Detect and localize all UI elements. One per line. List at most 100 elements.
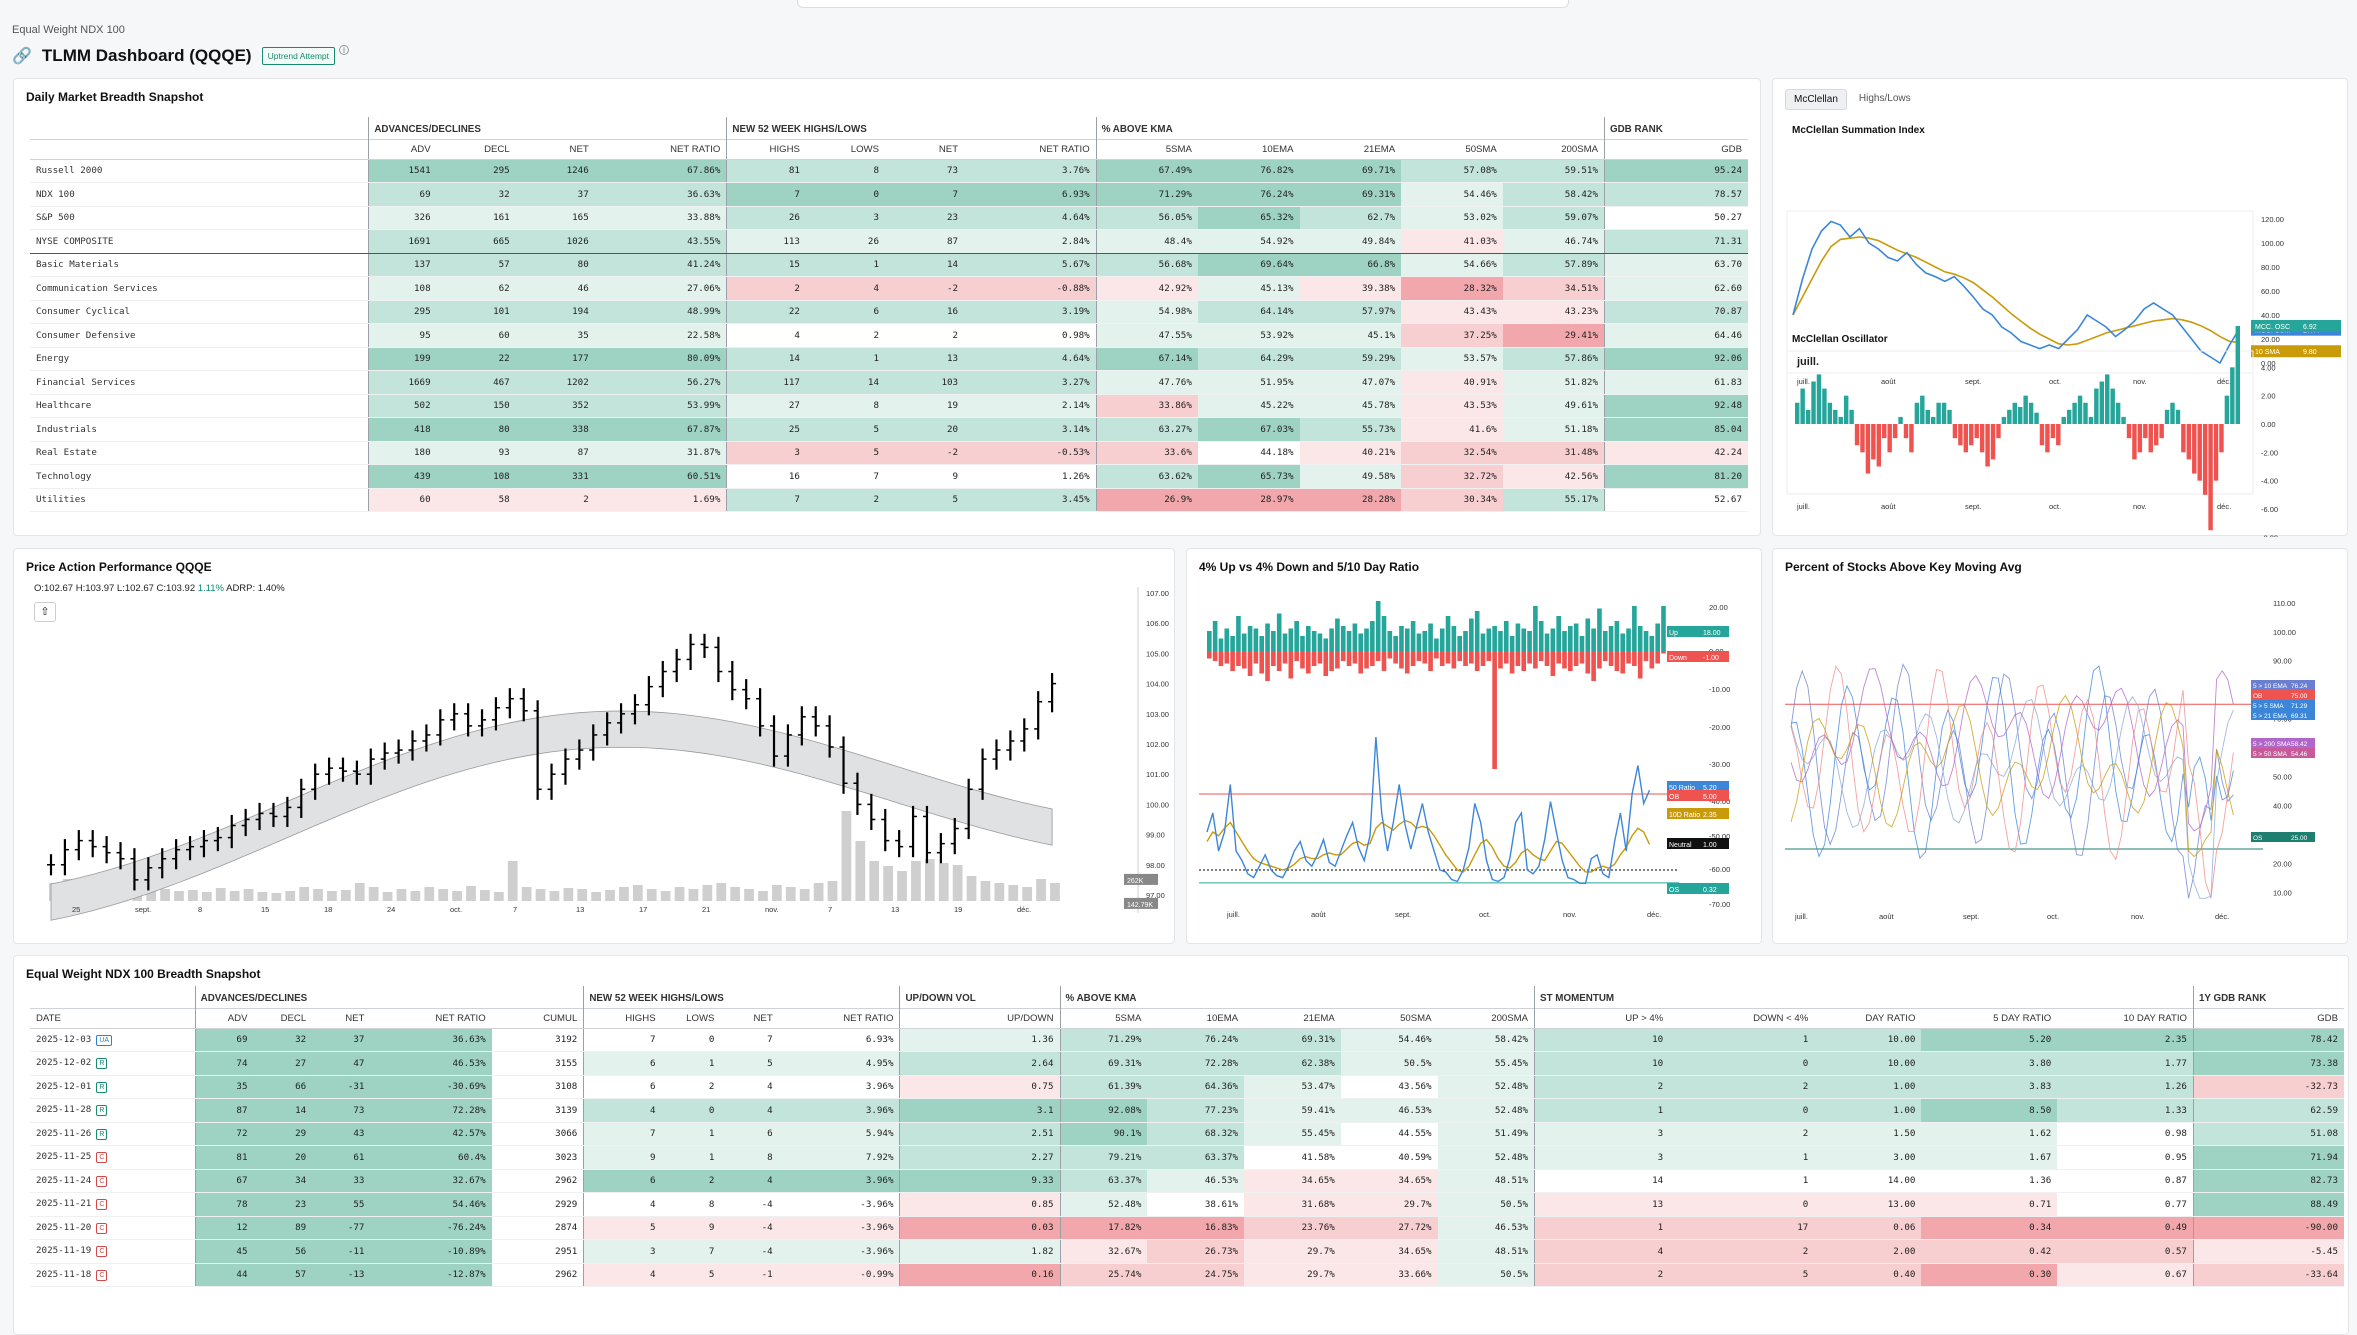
column-header[interactable]: NET <box>515 138 595 160</box>
table-cell: 34.51% <box>1502 276 1605 301</box>
table-row[interactable]: Real Estate 180 93 87 31.87% 3 5 -2 -0.53% 33.6% 4… <box>30 441 1748 465</box>
column-header[interactable] <box>30 138 370 160</box>
column-header[interactable]: LOWS <box>661 1007 721 1029</box>
tab-mcclellan[interactable]: McClellan <box>1785 89 1847 110</box>
table-row[interactable]: S&P 500 326 161 165 33.88% 26 3 23 4.64% 56.05% 65… <box>30 206 1748 230</box>
table-row[interactable]: 2025-11-21 C 78 23 55 54.46% 2929 4 8 -4 -3.96% 0.8… <box>30 1192 2344 1217</box>
column-header[interactable]: NET RATIO <box>778 1007 901 1029</box>
column-header[interactable]: CUMUL <box>491 1007 585 1029</box>
column-header[interactable]: ADV <box>195 1007 254 1029</box>
table-row[interactable]: Technology 439 108 331 60.51% 16 7 9 1.26% 63.62%… <box>30 464 1748 489</box>
table-cell: 7 <box>661 1239 721 1264</box>
price-chart[interactable]: 107.00 106.00 105.00 104.00 103.00 102.00 101.… <box>14 549 1176 945</box>
table-row[interactable]: 2025-11-19 C 45 56 -11 -10.89% 2951 3 7 -4 -3.96% 1… <box>30 1239 2344 1264</box>
column-header[interactable]: NET RATIO <box>370 1007 492 1029</box>
table-cell: 31.87% <box>594 441 728 465</box>
oscillator-bar <box>2143 424 2148 439</box>
table-row[interactable]: Consumer Defensive 95 60 35 22.58% 4 2 2 0.98% 47… <box>30 323 1748 348</box>
y-tick-label: -10.00 <box>1709 685 1730 694</box>
table-cell: 10.00 <box>1814 1028 1922 1052</box>
info-icon[interactable]: i <box>339 45 350 56</box>
table-row[interactable]: Utilities 60 58 2 1.69% 7 2 5 3.45% 26.9% 28.97% 28… <box>30 488 1748 512</box>
group-header: ADVANCES/DECLINES <box>195 986 585 1008</box>
table-row[interactable]: 2025-11-28 R 87 14 73 72.28% 3139 4 0 4 3.96% 3.1 92… <box>30 1098 2344 1123</box>
table-row[interactable]: Basic Materials 137 57 80 41.24% 15 1 14 5.67% 56… <box>30 253 1748 277</box>
column-header[interactable]: 50SMA <box>1340 1007 1438 1029</box>
column-header[interactable]: 50SMA <box>1401 138 1503 160</box>
table-cell: 5 <box>583 1216 662 1240</box>
up-bar <box>1434 638 1439 651</box>
column-header[interactable]: 10EMA <box>1147 1007 1245 1029</box>
table-cell: 16 <box>726 464 806 489</box>
column-header[interactable]: 21EMA <box>1244 1007 1341 1029</box>
column-header[interactable]: UP > 4% <box>1534 1007 1670 1029</box>
table-row[interactable]: 2025-12-01 R 35 66 -31 -30.69% 3108 6 2 4 3.96% 0.7… <box>30 1075 2344 1099</box>
table-row[interactable]: 2025-11-18 C 44 57 -13 -12.87% 2962 4 5 -1 -0.99% 0… <box>30 1263 2344 1287</box>
column-header[interactable]: NET <box>720 1007 779 1029</box>
y-tick-label: 100.00 <box>2261 239 2284 248</box>
tab-highs-lows[interactable]: Highs/Lows <box>1858 93 1911 104</box>
table-row[interactable]: Healthcare 502 150 352 53.99% 27 8 19 2.14% 33.86… <box>30 394 1748 418</box>
column-header[interactable]: 21EMA <box>1299 138 1402 160</box>
column-header[interactable]: UP/DOWN <box>899 1007 1061 1029</box>
column-header[interactable]: 200SMA <box>1502 138 1605 160</box>
table-row[interactable]: Industrials 418 80 338 67.87% 25 5 20 3.14% 63.27… <box>30 417 1748 442</box>
column-header[interactable]: ADV <box>368 138 437 160</box>
table-row[interactable]: 2025-11-24 C 67 34 33 32.67% 2962 6 2 4 3.96% 9.33 6… <box>30 1169 2344 1193</box>
column-header[interactable]: NET RATIO <box>964 138 1097 160</box>
down-bar <box>1503 651 1509 664</box>
pct-chart[interactable]: 110.00100.0090.0080.0070.0060.0050.0040.… <box>1773 549 2349 945</box>
column-header[interactable]: NET <box>885 138 965 160</box>
down-bar <box>1480 651 1486 666</box>
column-header[interactable]: LOWS <box>805 138 885 160</box>
oscillator-bar <box>2170 402 2175 424</box>
table-cell: 14 <box>885 253 965 277</box>
table-row[interactable]: NDX 100 69 32 37 36.63% 7 0 7 6.93% 71.29% 76.24% 6… <box>30 182 1748 207</box>
table-cell: 8.50 <box>1921 1098 2058 1123</box>
table-cell: 1 <box>661 1051 721 1076</box>
table-row[interactable]: Consumer Cyclical 295 101 194 48.99% 22 6 16 3.1… <box>30 300 1748 324</box>
table-row[interactable]: Energy 199 22 177 80.09% 14 1 13 4.64% 67.14% 64.2… <box>30 347 1748 371</box>
y-tick-label: 50.00 <box>2273 773 2292 782</box>
table-cell: 92.06 <box>1604 347 1748 371</box>
table-row[interactable]: 2025-11-20 C 12 89 -77 -76.24% 2874 5 9 -4 -3.96% 0… <box>30 1216 2344 1240</box>
volume-bar <box>271 893 282 901</box>
column-header[interactable]: GDB <box>2193 1007 2344 1029</box>
column-header[interactable]: DAY RATIO <box>1814 1007 1922 1029</box>
up-bar <box>1620 633 1626 651</box>
column-header[interactable]: 5 DAY RATIO <box>1921 1007 2058 1029</box>
table-row[interactable]: 2025-12-03 UA 69 32 37 36.63% 3192 7 0 7 6.93% 1.36… <box>30 1028 2344 1052</box>
table-cell: 177 <box>515 347 595 371</box>
market-status-tag: R <box>96 1058 108 1070</box>
table-row[interactable]: 2025-11-26 R 72 29 43 42.57% 3066 7 1 6 5.94% 2.51 9… <box>30 1122 2344 1146</box>
column-header[interactable]: HIGHS <box>583 1007 662 1029</box>
column-header[interactable]: 200SMA <box>1437 1007 1536 1029</box>
table-cell: 1691 <box>368 229 437 254</box>
table-row[interactable]: 2025-11-25 C 81 20 61 60.4% 3023 9 1 8 7.92% 2.27 79… <box>30 1145 2344 1170</box>
updown-tag-bg <box>1667 883 1729 894</box>
column-header[interactable]: DOWN < 4% <box>1669 1007 1815 1029</box>
column-header[interactable]: GDB <box>1604 138 1748 160</box>
table-cell: 2 <box>1534 1263 1670 1287</box>
column-header[interactable]: 5SMA <box>1096 138 1198 160</box>
table-row[interactable]: Communication Services 108 62 46 27.06% 2 4 -2-… <box>30 276 1748 301</box>
updown-chart[interactable]: 20.000.00-10.00-20.00-30.00-40.00-50.00-… <box>1187 549 1763 945</box>
column-header[interactable]: DATE <box>30 1007 196 1029</box>
column-header[interactable]: 10EMA <box>1197 138 1300 160</box>
table-row[interactable]: NYSE COMPOSITE 1691 665 1026 43.55% 113 26 87 2.… <box>30 229 1748 254</box>
column-header[interactable]: DECL <box>253 1007 313 1029</box>
column-header[interactable]: DECL <box>436 138 516 160</box>
table-row[interactable]: Financial Services 1669 467 1202 56.27% 117 14… <box>30 370 1748 395</box>
column-header[interactable]: 5SMA <box>1060 1007 1148 1029</box>
table-row[interactable]: 2025-12-02 R 74 27 47 46.53% 3155 6 1 5 4.95% 2.64 6… <box>30 1051 2344 1076</box>
column-header[interactable]: NET <box>312 1007 371 1029</box>
summation-sma-line <box>1792 236 2240 346</box>
column-header[interactable]: NET RATIO <box>594 138 728 160</box>
column-header[interactable]: 10 DAY RATIO <box>2057 1007 2194 1029</box>
top-search-bar[interactable] <box>797 0 1569 8</box>
table-row[interactable]: Russell 2000 1541 295 1246 67.86% 81 8 73 3.76% 6… <box>30 159 1748 183</box>
column-header[interactable]: HIGHS <box>726 138 806 160</box>
mcclellan-charts[interactable]: 120.00 100.00 80.00 60.00 40.00 20.00 0.00 MCC.… <box>1773 79 2349 537</box>
share-icon[interactable]: ⇧ <box>34 602 56 622</box>
table-cell: 161 <box>436 206 516 230</box>
